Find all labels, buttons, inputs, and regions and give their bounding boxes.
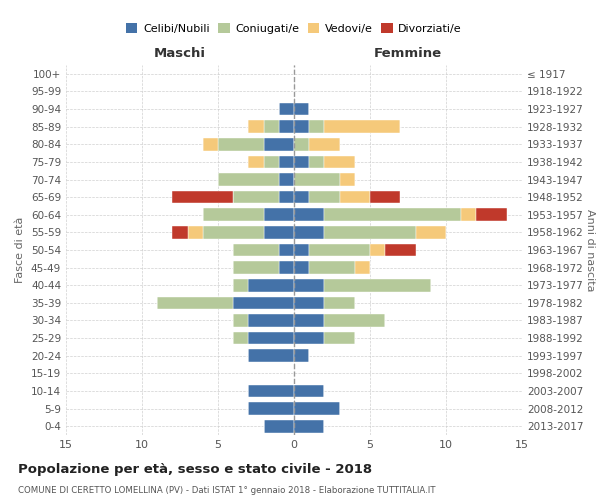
Bar <box>279 262 294 274</box>
Bar <box>188 226 203 238</box>
Y-axis label: Fasce di età: Fasce di età <box>16 217 25 283</box>
Bar <box>294 332 325 344</box>
Bar <box>233 296 294 309</box>
Bar <box>279 156 294 168</box>
Bar <box>294 384 325 398</box>
Bar <box>279 244 294 256</box>
Bar <box>309 244 370 256</box>
Bar <box>309 120 325 133</box>
Bar <box>294 262 309 274</box>
Bar <box>248 156 263 168</box>
Bar <box>340 191 370 203</box>
Bar <box>355 262 370 274</box>
Bar <box>263 420 294 432</box>
Bar <box>309 138 340 150</box>
Bar <box>325 314 385 327</box>
Bar <box>263 156 279 168</box>
Bar <box>263 226 294 238</box>
Bar <box>233 314 248 327</box>
Bar <box>279 120 294 133</box>
Bar <box>248 332 294 344</box>
Bar <box>172 191 233 203</box>
Bar <box>325 208 461 221</box>
Bar <box>263 120 279 133</box>
Bar <box>233 332 248 344</box>
Y-axis label: Anni di nascita: Anni di nascita <box>585 209 595 291</box>
Bar <box>385 244 416 256</box>
Bar <box>233 262 279 274</box>
Text: Popolazione per età, sesso e stato civile - 2018: Popolazione per età, sesso e stato civil… <box>18 462 372 475</box>
Bar <box>233 279 248 291</box>
Text: Maschi: Maschi <box>154 46 206 60</box>
Bar <box>325 120 400 133</box>
Bar <box>248 384 294 398</box>
Bar <box>294 208 325 221</box>
Bar <box>248 402 294 415</box>
Bar <box>263 208 294 221</box>
Bar <box>416 226 446 238</box>
Bar <box>294 350 309 362</box>
Bar <box>325 226 416 238</box>
Bar <box>294 191 309 203</box>
Bar <box>279 102 294 116</box>
Bar <box>248 314 294 327</box>
Bar <box>248 279 294 291</box>
Bar <box>325 332 355 344</box>
Bar <box>233 244 279 256</box>
Text: Femmine: Femmine <box>374 46 442 60</box>
Bar <box>294 244 309 256</box>
Legend: Celibi/Nubili, Coniugati/e, Vedovi/e, Divorziati/e: Celibi/Nubili, Coniugati/e, Vedovi/e, Di… <box>122 19 466 38</box>
Bar <box>172 226 188 238</box>
Bar <box>294 279 325 291</box>
Bar <box>370 191 400 203</box>
Bar <box>340 173 355 186</box>
Text: COMUNE DI CERETTO LOMELLINA (PV) - Dati ISTAT 1° gennaio 2018 - Elaborazione TUT: COMUNE DI CERETTO LOMELLINA (PV) - Dati … <box>18 486 436 495</box>
Bar <box>294 402 340 415</box>
Bar <box>248 350 294 362</box>
Bar <box>263 138 294 150</box>
Bar <box>476 208 507 221</box>
Bar <box>294 420 325 432</box>
Bar <box>325 156 355 168</box>
Bar <box>279 173 294 186</box>
Bar <box>294 173 340 186</box>
Bar <box>203 208 263 221</box>
Bar <box>309 156 325 168</box>
Bar <box>218 173 279 186</box>
Bar <box>203 138 218 150</box>
Bar <box>203 226 263 238</box>
Bar <box>294 102 309 116</box>
Bar <box>233 191 279 203</box>
Bar <box>294 138 309 150</box>
Bar <box>325 279 431 291</box>
Bar <box>294 156 309 168</box>
Bar <box>461 208 476 221</box>
Bar <box>325 296 355 309</box>
Bar <box>279 191 294 203</box>
Bar <box>294 226 325 238</box>
Bar <box>309 262 355 274</box>
Bar <box>157 296 233 309</box>
Bar <box>218 138 263 150</box>
Bar <box>370 244 385 256</box>
Bar <box>294 296 325 309</box>
Bar <box>248 120 263 133</box>
Bar <box>309 191 340 203</box>
Bar <box>294 314 325 327</box>
Bar <box>294 120 309 133</box>
